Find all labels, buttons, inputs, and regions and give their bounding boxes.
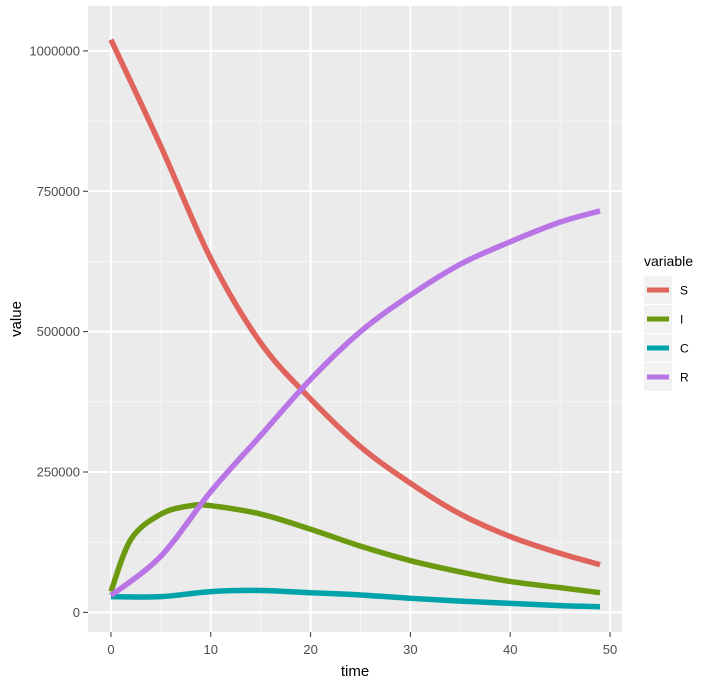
x-tick-label: 50 — [603, 642, 617, 657]
major-gridlines — [88, 6, 622, 632]
x-tick-label: 30 — [403, 642, 417, 657]
y-tick-label: 250000 — [37, 464, 80, 479]
y-tick-label: 0 — [73, 605, 80, 620]
series-lines — [108, 38, 601, 610]
series-line-r — [109, 208, 601, 598]
plot-panel — [88, 6, 622, 632]
x-tick-label: 10 — [204, 642, 218, 657]
legend-items: S I C R — [644, 276, 689, 391]
x-axis: 0 10 20 30 40 50 — [107, 632, 617, 657]
legend-label-r: R — [680, 371, 689, 385]
x-axis-title: time — [341, 663, 369, 679]
y-axis-title: value — [8, 301, 25, 337]
y-axis: 0 250000 500000 750000 1000000 — [29, 43, 88, 620]
series-line-i — [108, 501, 601, 596]
y-tick-label: 750000 — [37, 184, 80, 199]
x-tick-label: 0 — [107, 642, 114, 657]
y-tick-label: 500000 — [37, 324, 80, 339]
series-line-c — [110, 587, 601, 610]
series-line-s — [108, 38, 601, 568]
legend-label-i: I — [680, 313, 683, 327]
legend: variable S I C R — [644, 253, 693, 391]
y-tick-label: 1000000 — [29, 43, 80, 58]
legend-label-s: S — [680, 284, 688, 298]
x-tick-label: 40 — [503, 642, 517, 657]
x-tick-label: 20 — [303, 642, 317, 657]
legend-title: variable — [644, 253, 693, 269]
legend-label-c: C — [680, 342, 689, 356]
